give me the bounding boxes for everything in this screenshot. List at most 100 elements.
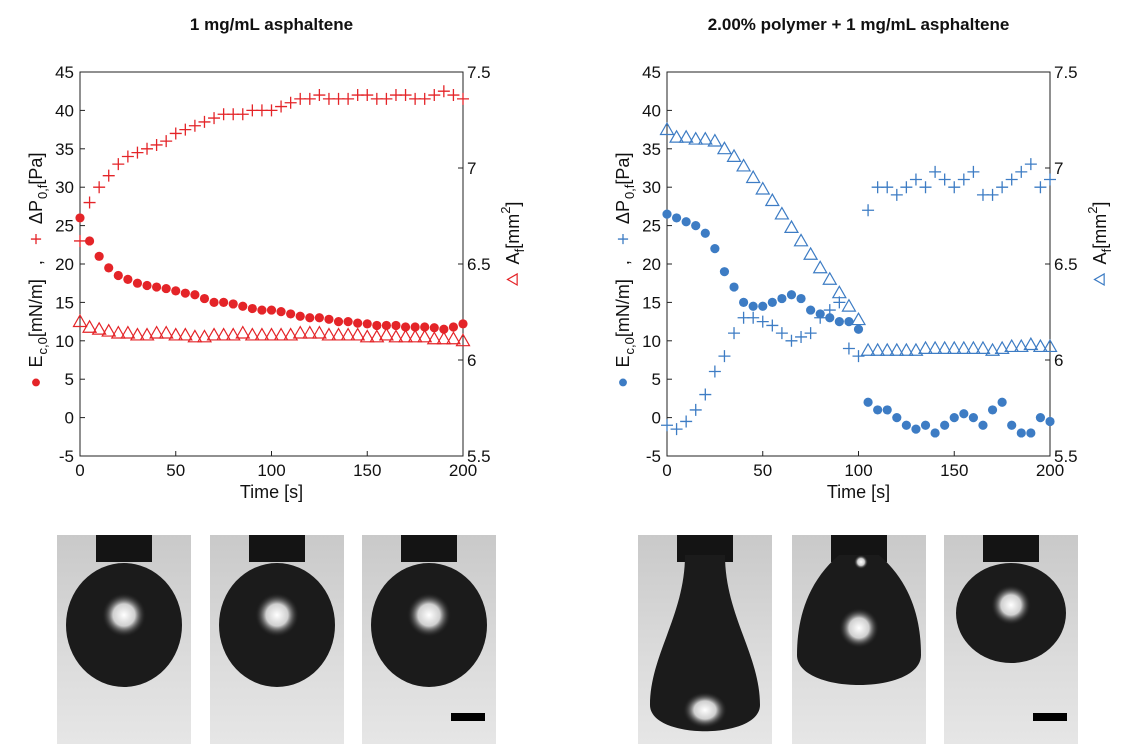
triangle-marker — [985, 342, 1001, 356]
axis-label-part: E — [613, 355, 633, 367]
triangle-marker — [879, 342, 895, 356]
needle — [401, 535, 457, 562]
triangle-marker — [311, 325, 327, 339]
dot-marker — [362, 319, 372, 329]
scale-bar — [451, 713, 485, 721]
plus-marker — [986, 188, 999, 201]
dot-marker — [700, 228, 710, 238]
dot-marker — [324, 314, 334, 324]
dot-marker — [439, 324, 449, 334]
dot-marker — [123, 274, 133, 284]
y-tick-label: 25 — [55, 217, 74, 236]
dot-marker — [257, 305, 267, 315]
y-axis-label: Ec,0 [mN/m], ΔP0,f [Pa] — [613, 153, 637, 387]
axis-label-part: 2 — [1085, 207, 1100, 214]
triangle-marker — [283, 327, 299, 341]
triangle-marker — [917, 340, 934, 354]
triangle-marker — [82, 319, 98, 333]
triangle-marker — [994, 340, 1010, 354]
triangle-marker — [1032, 338, 1048, 353]
axis-label-part: [mm — [1090, 214, 1110, 249]
y2-tick-label: 7 — [467, 159, 476, 178]
droplet-photo — [792, 535, 926, 744]
dot-marker — [209, 297, 219, 307]
dot-marker — [892, 413, 902, 423]
dot-marker — [901, 420, 911, 430]
triangle-marker — [908, 342, 924, 356]
plus-marker — [833, 296, 846, 309]
droplet-highlight — [683, 692, 727, 728]
plus-marker — [160, 135, 173, 148]
y2-tick-label: 6 — [1054, 351, 1063, 370]
triangle-marker — [889, 342, 905, 356]
y-tick-label: 45 — [55, 63, 74, 82]
y-tick-label: 15 — [55, 293, 74, 312]
dot-marker — [719, 267, 730, 277]
plus-marker — [313, 89, 326, 102]
triangle-marker — [927, 340, 943, 354]
axis-label-part: ΔP — [26, 200, 46, 224]
y2-tick-label: 7.5 — [467, 63, 491, 82]
y-tick-label: 45 — [642, 63, 661, 82]
y2-tick-label: 6 — [467, 351, 476, 370]
triangle-marker — [292, 325, 308, 339]
y2-tick-label: 6.5 — [1054, 255, 1078, 274]
y2-axis-label: Af [mm2] — [498, 202, 527, 287]
plus-marker — [890, 188, 903, 201]
dot-marker — [786, 290, 797, 300]
plus-marker — [823, 304, 836, 317]
dot-marker — [161, 283, 171, 294]
triangle-marker — [129, 327, 145, 341]
dot-marker — [305, 313, 315, 323]
plus-marker — [265, 104, 278, 117]
y2-tick-label: 7.5 — [1054, 63, 1078, 82]
plus-marker — [457, 92, 469, 105]
dot-marker — [729, 282, 739, 292]
triangle-marker — [168, 327, 184, 341]
triangle-marker — [678, 129, 694, 143]
triangle-marker — [1093, 272, 1105, 287]
plus-marker — [418, 92, 431, 105]
dot-marker — [758, 301, 768, 311]
dot-marker — [834, 317, 844, 327]
dot-marker — [911, 424, 921, 434]
plus-marker — [188, 119, 201, 132]
dot-marker — [825, 313, 835, 323]
triangle-marker — [177, 327, 193, 341]
plot-frame — [79, 71, 464, 457]
dot-marker — [987, 405, 998, 415]
dot-marker — [286, 309, 296, 319]
dot-marker — [132, 278, 143, 288]
triangle-marker — [149, 325, 165, 339]
triangle-marker — [736, 158, 752, 172]
droplet-photo — [210, 535, 344, 744]
x-tick-label: 50 — [753, 461, 772, 480]
plus-marker — [198, 115, 211, 128]
triangle-marker — [822, 271, 838, 285]
plus-marker — [699, 388, 712, 401]
dot-marker — [1045, 416, 1055, 427]
plus-marker — [121, 150, 134, 163]
plus-marker — [30, 233, 42, 245]
triangle-marker — [898, 342, 914, 356]
plus-marker — [1005, 173, 1018, 186]
dot-marker — [180, 288, 190, 298]
dot-marker — [949, 413, 959, 423]
dot-marker — [853, 324, 864, 334]
plus-marker — [399, 89, 412, 102]
y-tick-label: 5 — [652, 370, 661, 389]
triangle-marker — [755, 181, 771, 195]
droplet-highlight — [407, 593, 451, 637]
plus-marker — [766, 319, 779, 332]
triangle-marker — [688, 131, 704, 145]
dot-marker — [333, 317, 344, 327]
axis-label-part: E — [26, 355, 46, 367]
x-tick-label: 0 — [75, 461, 84, 480]
triangle-marker — [91, 321, 107, 335]
dot-marker — [662, 209, 672, 219]
triangle-marker — [1042, 338, 1058, 353]
dot-marker — [739, 297, 749, 307]
triangle-marker — [697, 131, 713, 145]
plus-marker — [795, 330, 808, 343]
